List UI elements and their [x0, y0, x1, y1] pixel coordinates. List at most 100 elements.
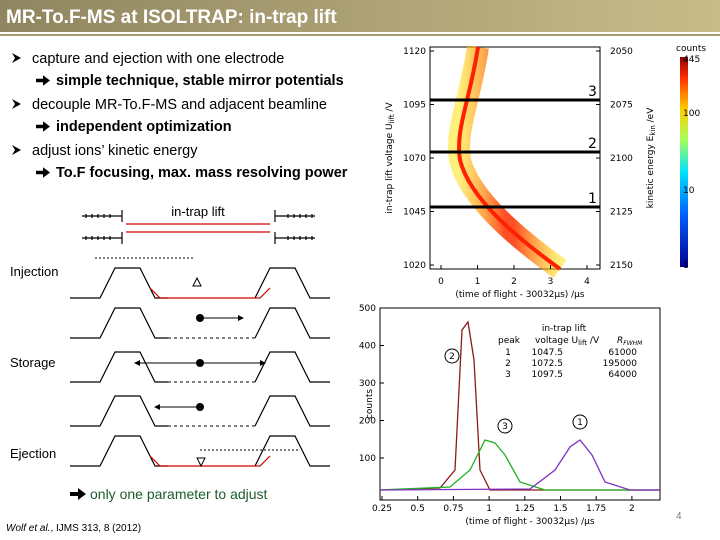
header-bar	[0, 0, 720, 32]
electrodes	[82, 210, 315, 244]
x-tick-label: 0.25	[372, 504, 392, 514]
x-tick-label: 1.75	[586, 504, 606, 514]
bullet-sub: independent optimization	[56, 119, 232, 135]
phase-labels: Injection Storage Ejection	[10, 264, 58, 461]
peak-label: 1	[577, 418, 583, 428]
peak-label: 2	[449, 352, 455, 362]
colorbar-label: counts	[676, 44, 706, 54]
colorbar-tick-label: 1	[683, 261, 689, 271]
citation-rest: , IJMS 313, 8 (2012)	[50, 523, 141, 534]
colorbar	[680, 57, 688, 267]
title: MR-To.F-MS at ISOLTRAP: in-trap lift	[6, 7, 337, 28]
colorbar-tick-label: 100	[683, 109, 700, 119]
header-part: R	[617, 336, 623, 346]
citation: Wolf et al., IJMS 313, 8 (2012)	[6, 523, 141, 534]
peak-1-curve	[379, 439, 660, 491]
bullet-marker	[12, 53, 21, 63]
sub-arrow	[36, 167, 50, 178]
intensity-core	[457, 46, 562, 271]
x-tick-label: 3	[548, 277, 554, 287]
y2-label-sub: kin	[649, 125, 657, 135]
bullet-marker	[12, 99, 21, 109]
bullet-text: capture and ejection with one electrode	[32, 51, 284, 67]
y-axis-label: counts	[365, 389, 375, 419]
bullet-list: capture and ejection with one electrode s…	[12, 51, 348, 181]
x-tick-label: 0.5	[411, 504, 425, 514]
table-cell: 64000	[608, 370, 637, 380]
x-tick-label: 1.5	[553, 504, 567, 514]
peak-2-curve	[379, 320, 660, 491]
header-part: voltage U	[535, 336, 578, 346]
y-tick-label: 1120	[403, 47, 426, 57]
y2-tick-label: 2125	[610, 208, 633, 218]
bullet-sub: To.F focusing, max. mass resolving power	[56, 165, 348, 181]
y-tick-label: 200	[359, 417, 376, 427]
y-label-sub: lift	[388, 114, 396, 123]
peak-label-ring	[572, 414, 588, 430]
table-cell: 1	[505, 348, 511, 358]
x-tick-label: 2	[511, 277, 517, 287]
table-cell: 1047.5	[532, 348, 564, 358]
note: only one parameter to adjust	[90, 486, 268, 502]
bullet-text: adjust ions’ kinetic energy	[32, 143, 198, 159]
diagram-label: in-trap lift	[171, 204, 225, 219]
phase-label: Storage	[10, 355, 56, 370]
x-tick-label: 4	[584, 277, 590, 287]
sub-arrow	[36, 121, 50, 132]
y-tick-label: 1095	[403, 101, 426, 111]
x-tick-label: 1.25	[515, 504, 535, 514]
x-tick-label: 1	[486, 504, 492, 514]
y2-tick-label: 2100	[610, 154, 633, 164]
x-tick-label: 0.75	[443, 504, 463, 514]
table-cell: 61000	[608, 348, 637, 358]
x-tick-label: 0	[438, 277, 444, 287]
phase-label: Ejection	[10, 446, 56, 461]
phase-label: Injection	[10, 264, 58, 279]
y2-label-unit: /eV	[646, 107, 656, 125]
bottom-frame	[379, 307, 661, 501]
y-tick-label: 500	[359, 304, 376, 314]
lift-marker-label: 2	[588, 136, 597, 152]
page-number: 4	[676, 511, 682, 522]
y-tick-label: 1070	[403, 154, 426, 164]
table-cell: 195000	[603, 359, 638, 369]
table-cell: 1072.5	[532, 359, 564, 369]
potentials	[70, 257, 330, 468]
bottom-plot: 500 400 300 200 100 0.25 0.5 0.75 1 1.25 1.5 1.75 2 c…	[359, 304, 661, 527]
y-label-main: in-trap lift voltage U	[385, 123, 395, 213]
lift-marker-label: 1	[588, 191, 597, 207]
y-tick-label: 1045	[403, 208, 426, 218]
y-label-unit: /V	[385, 102, 395, 115]
x-tick-label: 2	[629, 504, 635, 514]
header-sub: lift	[578, 339, 587, 347]
bullet-text: decouple MR-To.F-MS and adjacent beamlin…	[32, 97, 327, 113]
y-tick-label: 100	[359, 454, 376, 464]
lift-marker-label: 3	[588, 84, 597, 100]
table-header: in-trap lift	[542, 324, 587, 334]
y2-tick-label: 2075	[610, 101, 633, 111]
x-axis-label: (time of flight - 30032µs) /µs	[455, 290, 585, 300]
y2-label-main: kinetic energy E	[646, 135, 656, 208]
colorbar-tick-label: 445	[683, 55, 700, 65]
bullet-sub: simple technique, stable mirror potentia…	[56, 73, 344, 89]
peak-label-ring	[497, 418, 513, 434]
y2-axis-label: kinetic energy Ekin /eV	[646, 107, 657, 209]
y-tick-label: 400	[359, 342, 376, 352]
bullet-marker	[12, 145, 21, 155]
y2-tick-label: 2050	[610, 47, 633, 57]
y2-tick-label: 2150	[610, 261, 633, 271]
note-arrow	[70, 488, 86, 500]
x-axis-label: (time of flight - 30032µs) /µs	[465, 517, 595, 527]
table-cell: 3	[505, 370, 511, 380]
table-cell: 1097.5	[532, 370, 564, 380]
y-axis-label: in-trap lift voltage Ulift /V	[385, 102, 396, 214]
x-tick-label: 1	[475, 277, 481, 287]
table-cell: 2	[505, 359, 511, 369]
peak-label: 3	[502, 422, 508, 432]
header-part: /V	[587, 336, 600, 346]
colorbar-tick-label: 10	[683, 186, 695, 196]
top-plot: 1120109510701045102020502075210021252150…	[385, 44, 706, 300]
citation-authors: Wolf et al.	[6, 523, 50, 534]
y-tick-label: 1020	[403, 261, 426, 271]
